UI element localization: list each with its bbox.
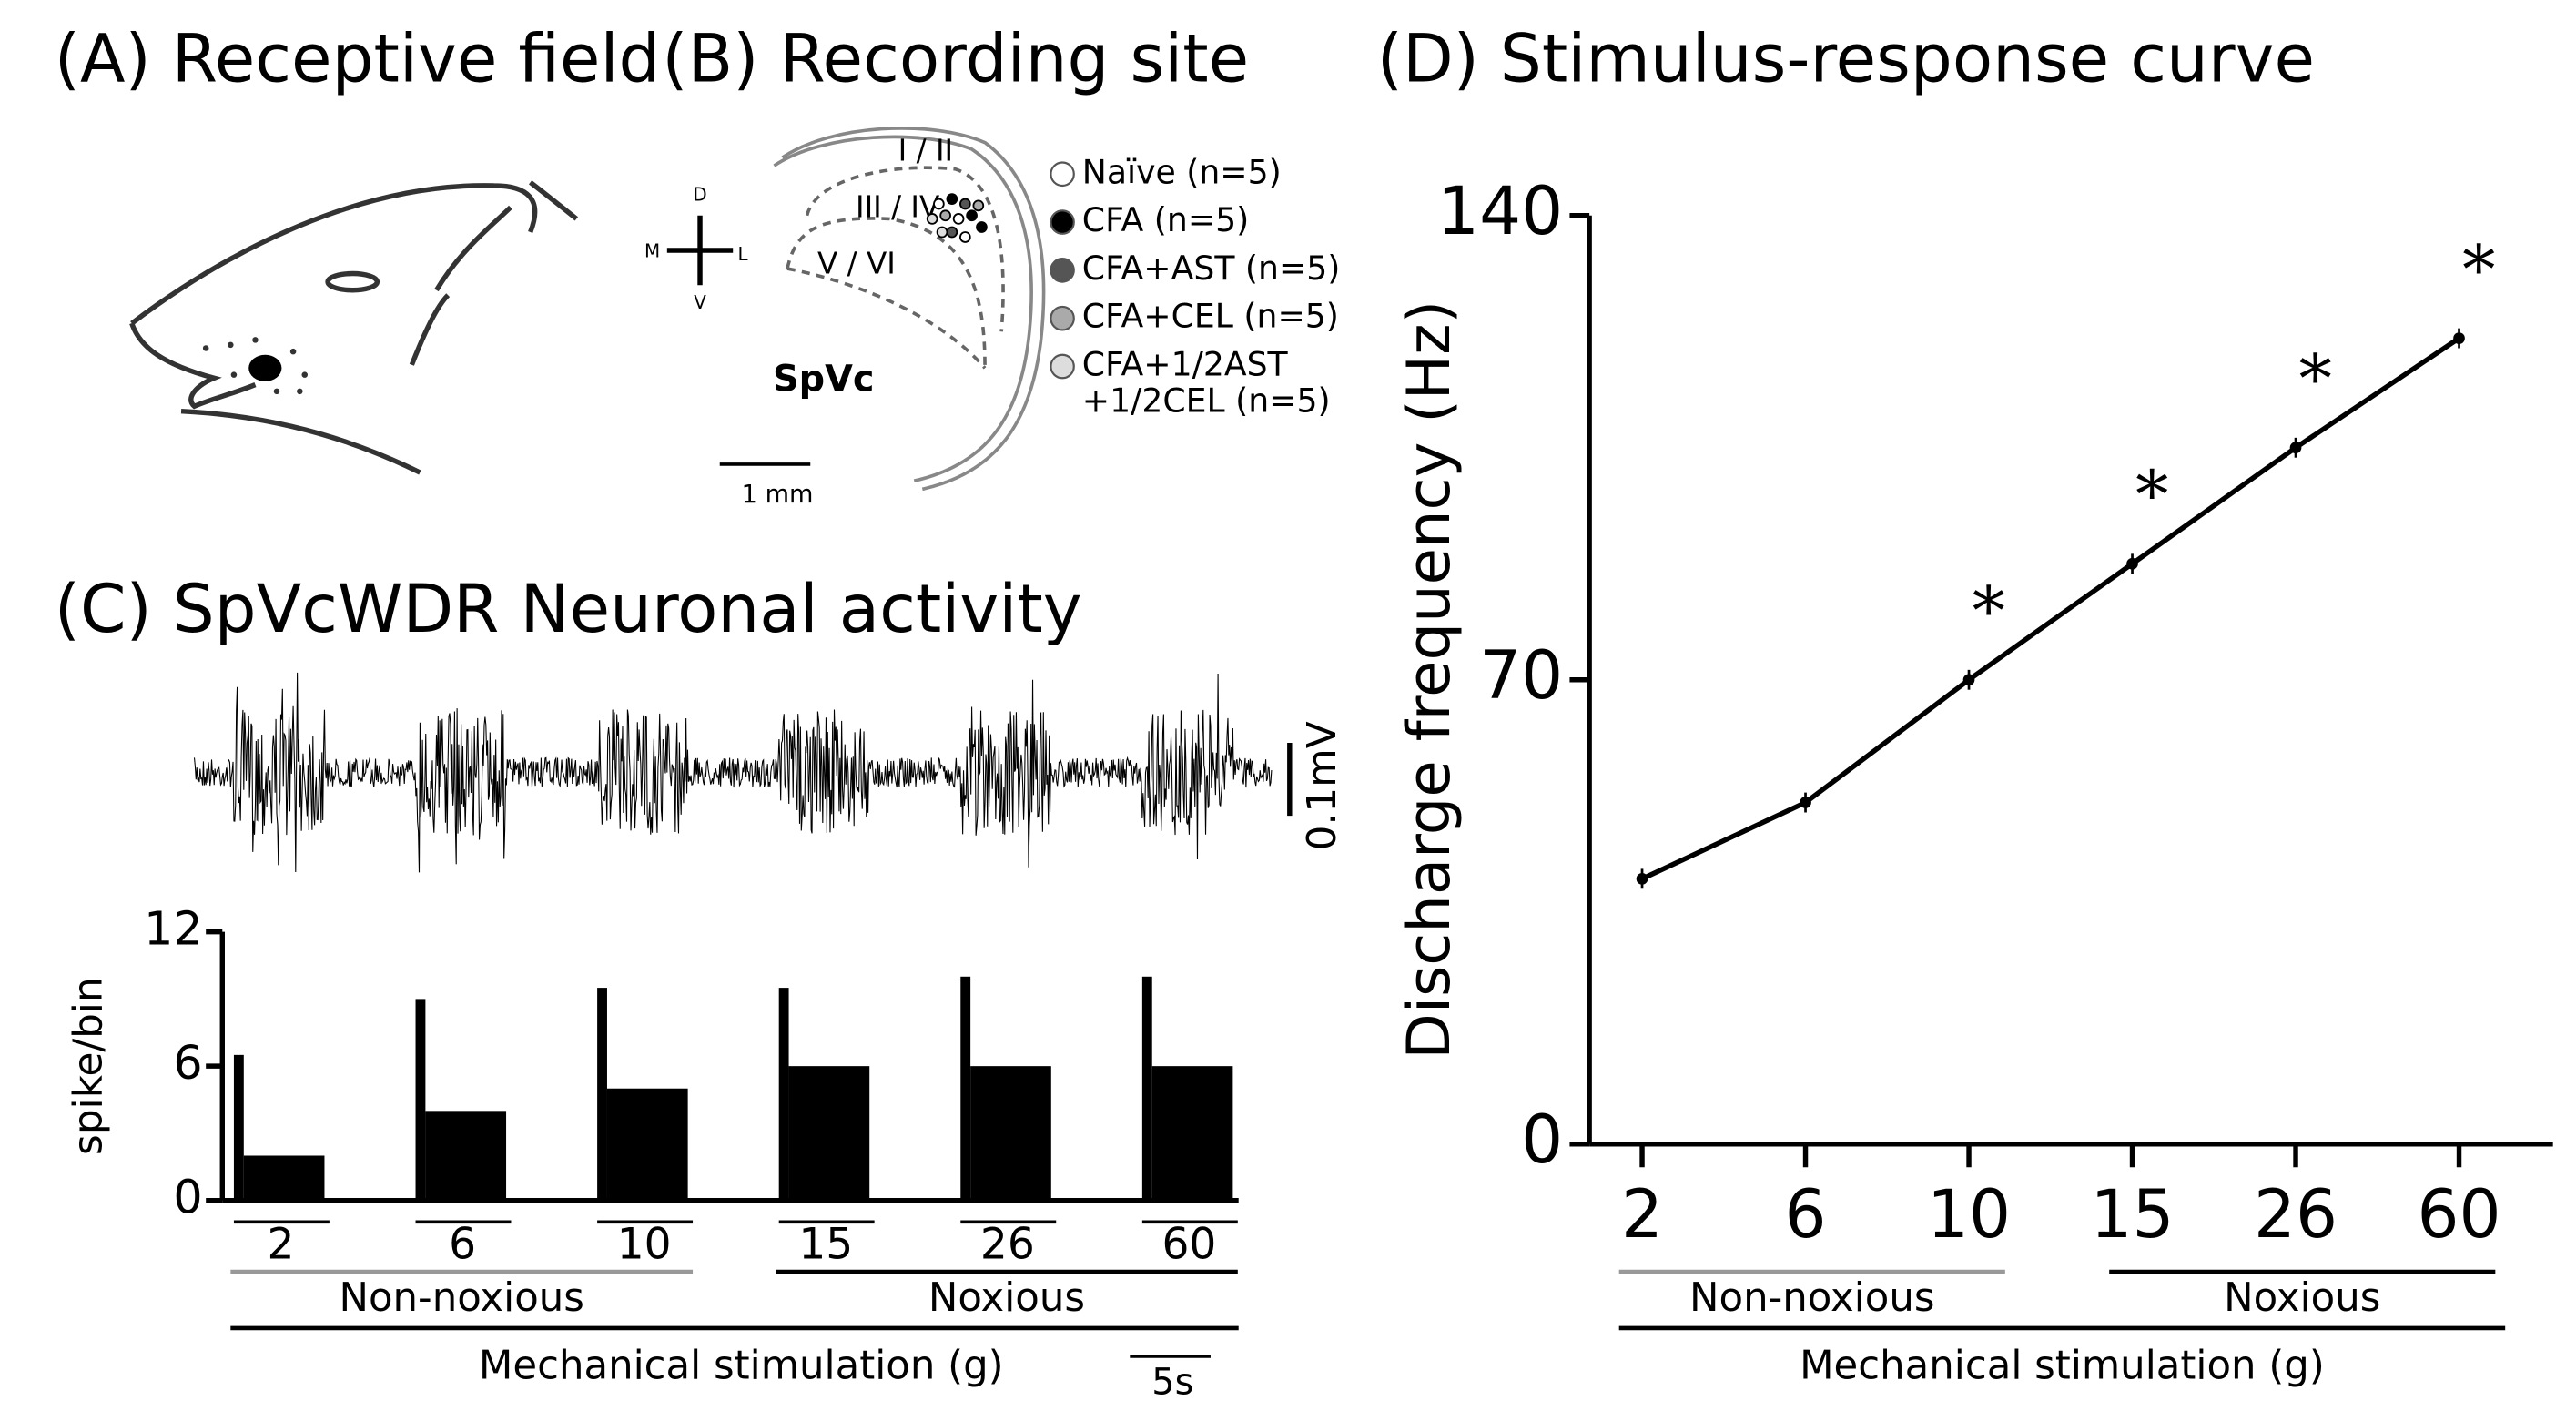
time-scale-label: 5s — [1151, 1361, 1193, 1403]
legend-label: +1/2CEL (n=5) — [1082, 381, 1331, 421]
data-point — [1800, 797, 1811, 808]
orientation-label: M — [644, 239, 660, 261]
whisker-dots — [202, 337, 309, 395]
group-label: Non-noxious — [1689, 1275, 1934, 1321]
data-point — [1962, 674, 1975, 686]
legend-swatch — [1050, 305, 1075, 331]
voltage-trace — [193, 672, 1273, 873]
histogram-body — [243, 1155, 325, 1201]
significance-marker: * — [2299, 341, 2332, 418]
y-tick-label: 0 — [1521, 1102, 1563, 1179]
y-tick-label: 70 — [1479, 638, 1563, 715]
orientation-label: V — [694, 291, 706, 313]
histogram-body — [788, 1066, 870, 1201]
x-axis-label: Mechanical stimulation (g) — [1800, 1344, 2325, 1389]
panel-title: (A) Receptive field — [55, 21, 661, 97]
group-label: Noxious — [2224, 1275, 2380, 1321]
y-axis-label: Discharge frequency (Hz) — [1394, 300, 1464, 1060]
ear — [528, 180, 579, 221]
y-axis-label: spike/bin — [66, 977, 112, 1155]
y-tick-label: 6 — [173, 1036, 202, 1090]
stimulus-label: 10 — [617, 1220, 672, 1270]
histogram-peak — [778, 988, 789, 1201]
jaw — [180, 408, 421, 475]
data-point — [2126, 557, 2138, 570]
histogram-peak — [1141, 976, 1152, 1201]
data-point — [2453, 332, 2465, 344]
y-tick-label: 140 — [1437, 174, 1563, 250]
x-tick-label: 6 — [1785, 1177, 1827, 1254]
panel-title: (D) Stimulus-response curve — [1377, 21, 2315, 97]
stimulus-label: 60 — [1162, 1220, 1217, 1270]
histogram-body — [1151, 1066, 1233, 1201]
rat-drawing — [129, 180, 579, 475]
voltage-scale-label: 0.1mV — [1300, 721, 1345, 850]
layer-boundaries — [786, 166, 1005, 370]
x-tick-label: 2 — [1621, 1177, 1663, 1254]
significance-marker: * — [2135, 458, 2168, 534]
x-tick-label: 26 — [2254, 1177, 2338, 1254]
y-tick-label: 12 — [144, 902, 202, 956]
layer-label: V / VI — [817, 246, 896, 280]
data-line — [1640, 336, 2461, 881]
snout — [129, 322, 257, 410]
x-tick-label: 60 — [2417, 1177, 2500, 1254]
head-outline — [130, 183, 538, 326]
stimulus-label: 6 — [449, 1220, 476, 1270]
significance-marker: * — [1973, 574, 2005, 650]
legend-label: CFA+AST (n=5) — [1082, 249, 1341, 288]
section-outline — [773, 127, 1046, 492]
layer-label: III / IV — [856, 189, 940, 224]
legend: Naïve (n=5) CFA (n=5) CFA+AST (n=5) CFA+CEL… — [1050, 152, 1341, 421]
region-label: SpVc — [773, 358, 875, 400]
legend-swatch — [1050, 209, 1075, 235]
group-label: Noxious — [928, 1275, 1085, 1321]
data-point — [2289, 442, 2302, 454]
group-label: Non-noxious — [339, 1275, 583, 1321]
histogram-body — [606, 1088, 688, 1201]
x-tick-label: 10 — [1927, 1177, 2011, 1254]
legend-swatch — [1050, 258, 1075, 283]
significance-marker: * — [2462, 232, 2495, 309]
histogram-peak — [233, 1054, 244, 1201]
orientation-label: D — [693, 183, 706, 205]
orientation-cross — [666, 215, 734, 286]
data-point — [1636, 872, 1648, 885]
stimulus-label: 2 — [268, 1220, 295, 1270]
receptive-field — [248, 354, 282, 381]
histogram-peak — [415, 999, 426, 1201]
cheek — [434, 205, 512, 292]
scale-label: 1 mm — [742, 481, 814, 509]
histogram-body — [970, 1066, 1051, 1201]
y-tick-label: 0 — [173, 1171, 202, 1224]
histogram-body — [425, 1111, 507, 1201]
legend-label: CFA (n=5) — [1082, 200, 1249, 239]
stimulus-label: 15 — [798, 1220, 853, 1270]
eye — [325, 270, 380, 293]
orientation-label: L — [738, 243, 749, 265]
legend-label: CFA+CEL (n=5) — [1082, 297, 1339, 336]
stimulus-label: 26 — [980, 1220, 1035, 1270]
layer-label: I / II — [898, 133, 953, 167]
legend-label: Naïve (n=5) — [1082, 152, 1282, 191]
cheek — [409, 293, 451, 366]
x-tick-label: 15 — [2090, 1177, 2174, 1254]
panel-title: (C) SpVcWDR Neuronal activity — [55, 572, 1082, 648]
histogram-peak — [960, 976, 971, 1201]
histogram-peak — [597, 988, 607, 1201]
legend-label: CFA+1/2AST — [1082, 344, 1289, 383]
x-axis-label: Mechanical stimulation (g) — [479, 1344, 1004, 1389]
panel-title: (B) Recording site — [662, 21, 1249, 97]
legend-swatch — [1050, 161, 1075, 188]
recording-dots — [926, 193, 988, 243]
legend-swatch — [1050, 353, 1075, 380]
